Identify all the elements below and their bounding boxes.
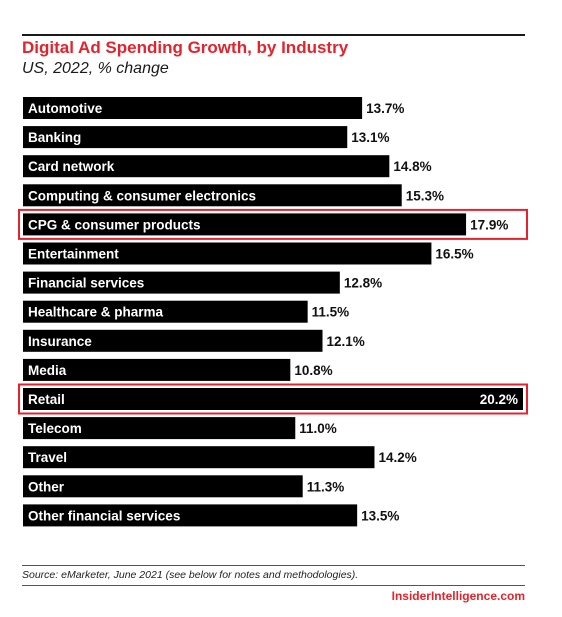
bar-telecom	[23, 417, 296, 440]
highlight-box-retail	[18, 383, 528, 415]
value-label-telecom: 11.0%	[299, 421, 337, 436]
bar-retail	[23, 388, 523, 410]
bar-label-telecom: Telecom	[28, 421, 82, 436]
value-label-automotive: 13.7%	[366, 101, 404, 116]
bar-label-computing-and-consumer-electronics: Computing & consumer electronics	[28, 188, 256, 203]
bar-label-financial-services: Financial services	[28, 276, 144, 291]
value-label-other-financial-services: 13.5%	[361, 508, 399, 523]
chart-subtitle: US, 2022, % change	[22, 60, 169, 77]
value-label-card-network: 14.8%	[393, 159, 431, 174]
bar-row-financial-services: Financial services 12.8%	[23, 271, 382, 294]
brand-logo-text: InsiderIntelligence.com	[391, 589, 525, 603]
bar-cpg-and-consumer-products	[23, 213, 467, 236]
value-label-insurance: 12.1%	[327, 334, 365, 349]
bar-row-banking: Banking 13.1%	[23, 126, 390, 149]
bar-row-telecom: Telecom 11.0%	[23, 417, 337, 440]
bar-row-other-financial-services: Other financial services 13.5%	[23, 504, 399, 527]
bar-row-automotive: Automotive 13.7%	[23, 97, 404, 119]
bar-entertainment	[23, 242, 432, 265]
bar-travel	[23, 446, 375, 469]
bar-label-travel: Travel	[28, 450, 67, 465]
bar-row-computing-and-consumer-electronics: Computing & consumer electronics 15.3%	[23, 184, 444, 207]
value-label-retail: 20.2%	[480, 392, 518, 407]
bar-other	[23, 475, 303, 498]
value-label-computing-and-consumer-electronics: 15.3%	[406, 188, 444, 203]
bar-label-media: Media	[28, 363, 67, 378]
bar-row-travel: Travel 14.2%	[23, 446, 417, 469]
bar-other-financial-services	[23, 504, 358, 527]
bar-automotive	[23, 97, 363, 119]
bar-row-insurance: Insurance 12.1%	[23, 329, 365, 352]
highlight-box-cpg-and-consumer-products	[18, 208, 528, 240]
bar-row-entertainment: Entertainment 16.5%	[23, 242, 474, 265]
bar-label-insurance: Insurance	[28, 334, 92, 349]
bar-card-network	[23, 155, 390, 178]
value-label-financial-services: 12.8%	[344, 276, 382, 291]
bar-label-banking: Banking	[28, 130, 81, 145]
bar-row-healthcare-and-pharma: Healthcare & pharma 11.5%	[23, 300, 350, 323]
bar-banking	[23, 126, 348, 149]
bar-insurance	[23, 329, 323, 352]
bar-media	[23, 358, 291, 381]
bar-row-retail: Retail 20.2%	[18, 383, 528, 415]
value-label-healthcare-and-pharma: 11.5%	[312, 305, 350, 320]
bar-label-cpg-and-consumer-products: CPG & consumer products	[28, 217, 201, 232]
brand-rule	[22, 585, 525, 586]
chart-title: Digital Ad Spending Growth, by Industry	[22, 38, 349, 57]
bar-row-card-network: Card network 14.8%	[23, 155, 432, 178]
value-label-other: 11.3%	[307, 479, 345, 494]
value-label-media: 10.8%	[294, 363, 332, 378]
bar-label-other-financial-services: Other financial services	[28, 508, 180, 523]
bar-label-retail: Retail	[28, 392, 65, 407]
bar-computing-and-consumer-electronics	[23, 184, 402, 207]
value-label-entertainment: 16.5%	[435, 247, 473, 262]
bar-label-automotive: Automotive	[28, 101, 103, 116]
source-note: Source: eMarketer, June 2021 (see below …	[22, 569, 359, 581]
bar-row-cpg-and-consumer-products: CPG & consumer products 17.9%	[18, 208, 528, 240]
bar-financial-services	[23, 271, 340, 294]
value-label-cpg-and-consumer-products: 17.9%	[470, 217, 508, 232]
bar-row-media: Media 10.8%	[23, 358, 333, 381]
bar-label-entertainment: Entertainment	[28, 247, 119, 262]
value-label-banking: 13.1%	[351, 130, 389, 145]
bar-label-card-network: Card network	[28, 159, 115, 174]
bar-row-other: Other 11.3%	[23, 475, 345, 498]
bar-label-healthcare-and-pharma: Healthcare & pharma	[28, 305, 164, 320]
bar-healthcare-and-pharma	[23, 300, 308, 323]
title-rule	[22, 34, 525, 36]
source-rule	[22, 565, 525, 566]
bar-label-other: Other	[28, 479, 65, 494]
value-label-travel: 14.2%	[378, 450, 416, 465]
